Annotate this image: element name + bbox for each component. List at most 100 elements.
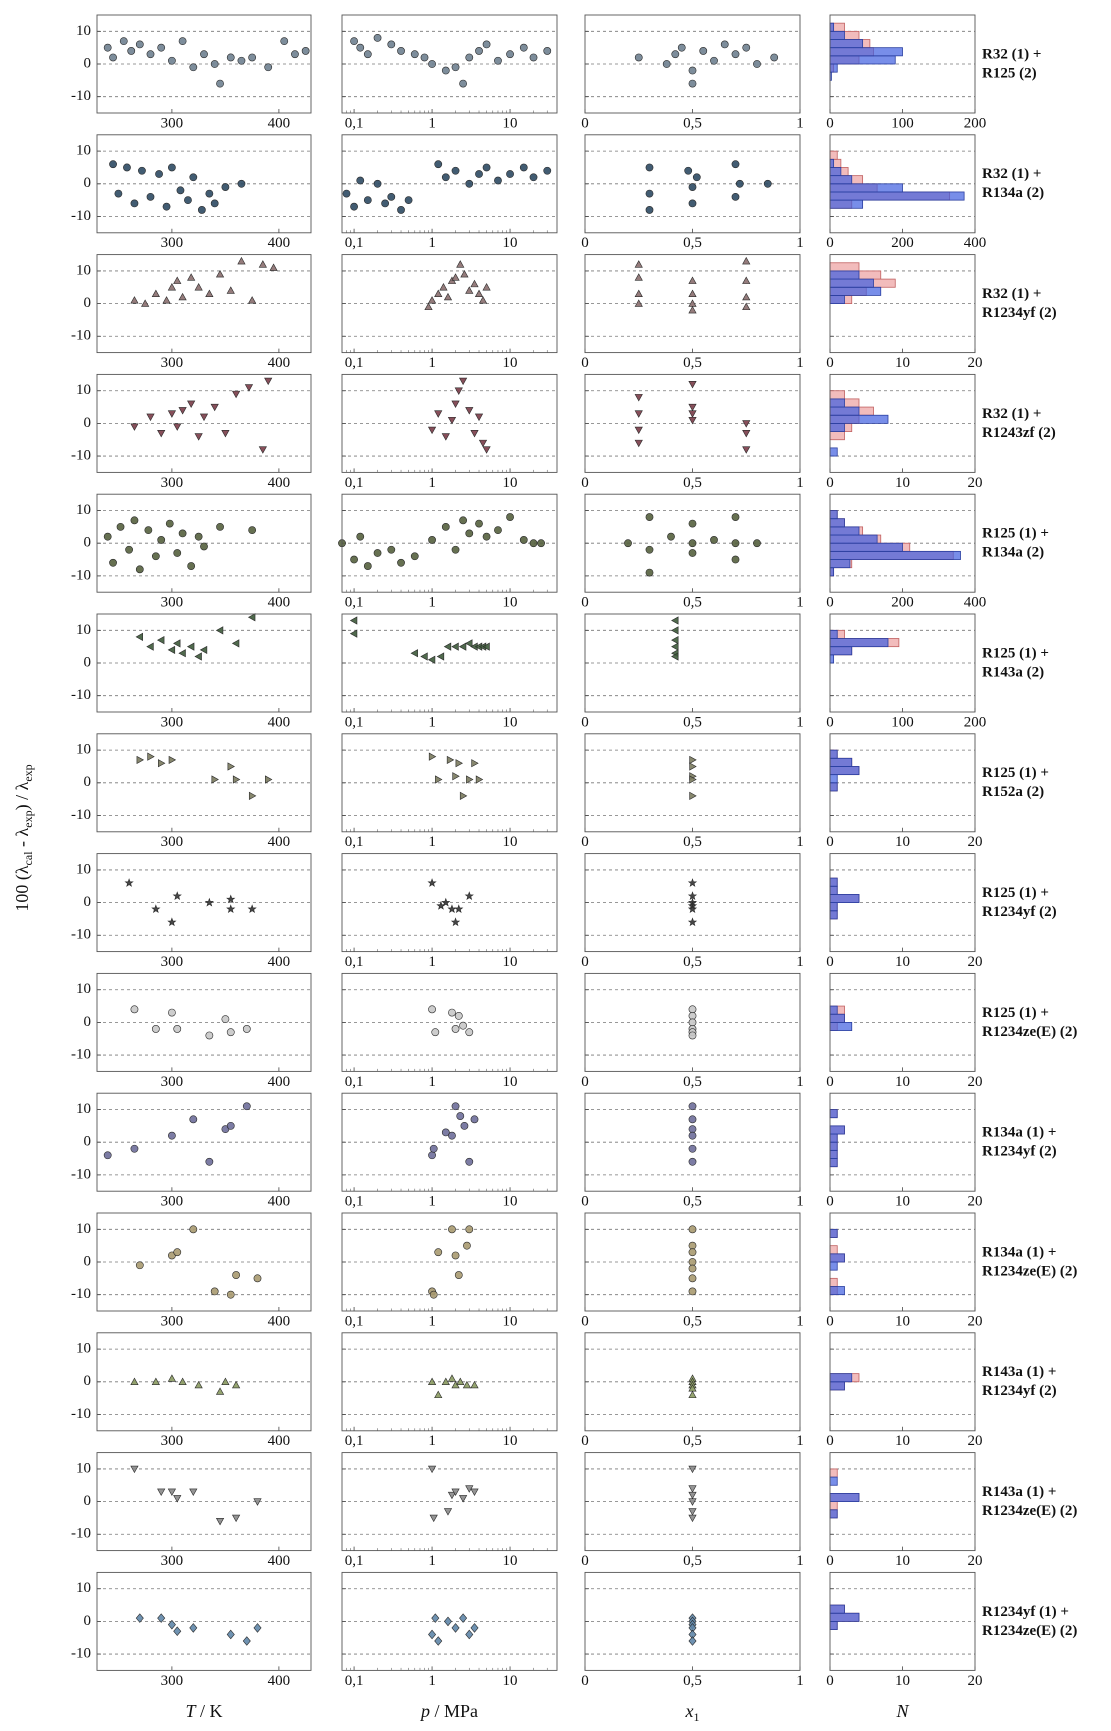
data-point xyxy=(135,40,144,49)
x-tick-label: 400 xyxy=(268,1194,291,1210)
data-point xyxy=(258,260,267,268)
x-tick-label: 1 xyxy=(428,714,436,730)
x-tick-label: 400 xyxy=(268,595,291,611)
y-tick-label: 0 xyxy=(84,1014,92,1030)
panel: 0,1 1 10 xyxy=(341,373,558,491)
data-point xyxy=(688,549,697,557)
hist-bar xyxy=(829,550,961,560)
panel-frame xyxy=(96,1571,312,1671)
data-point xyxy=(205,1157,214,1166)
row-label: R1234yf (2) xyxy=(982,904,1057,920)
hist-bar xyxy=(829,295,845,304)
data-point xyxy=(451,545,460,554)
x-axis-label-part: N xyxy=(895,1701,909,1721)
x-tick-label: 400 xyxy=(268,355,291,371)
data-point xyxy=(688,66,697,75)
data-point xyxy=(147,752,155,761)
data-point xyxy=(264,377,273,386)
data-point xyxy=(387,40,396,49)
x-tick-label: 20 xyxy=(968,1313,983,1329)
hist-bar xyxy=(829,1228,838,1238)
data-point xyxy=(465,639,473,648)
data-point xyxy=(441,433,450,441)
x-tick-label: 1 xyxy=(428,595,436,611)
x-tick-label: 10 xyxy=(895,1433,910,1449)
data-point xyxy=(731,192,740,201)
panel: 0 100 200 R32 (1) + R125 (2) xyxy=(826,14,1041,131)
x-tick-label: 10 xyxy=(503,1313,518,1329)
x-tick-label: 0,1 xyxy=(345,834,364,850)
panel: 0 0,5 1 xyxy=(581,853,804,970)
data-point xyxy=(173,423,182,431)
data-point xyxy=(451,642,459,651)
panel: 0 10 20 R134a (1) + R1234ze(E) (2) xyxy=(826,1212,1077,1329)
data-point xyxy=(168,755,177,765)
data-point xyxy=(688,1465,697,1474)
row-label: R1234yf (1) + xyxy=(982,1604,1069,1620)
panel-frame xyxy=(96,1212,312,1312)
data-point xyxy=(167,1488,177,1497)
panel: 0,1 1 10 xyxy=(341,134,558,251)
x-tick-label: 0 xyxy=(581,1074,589,1090)
data-point xyxy=(103,1151,112,1160)
data-point xyxy=(454,1271,463,1279)
data-point xyxy=(291,50,299,59)
data-point xyxy=(427,1377,437,1385)
hist-bar xyxy=(829,1493,860,1503)
x-tick-label: 0,5 xyxy=(683,595,702,611)
data-point xyxy=(443,1616,452,1627)
x-tick-label: 0 xyxy=(826,595,834,611)
panel-frame xyxy=(829,493,976,593)
panel-frame xyxy=(341,1332,558,1432)
data-point xyxy=(475,519,483,528)
panel-frame xyxy=(96,493,312,593)
panel: -10 0 10 300 400 xyxy=(71,254,312,371)
panel: 0,1 1 10 xyxy=(341,14,558,131)
data-point xyxy=(387,192,396,201)
hist-bar xyxy=(829,1501,838,1511)
panel-frame xyxy=(341,853,558,953)
x-tick-label: 200 xyxy=(891,235,914,251)
y-tick-label: 0 xyxy=(84,654,92,670)
data-point xyxy=(671,652,679,661)
data-point xyxy=(428,1151,436,1160)
x-tick-label: 0 xyxy=(581,1194,589,1210)
x-tick-label: 1 xyxy=(428,475,436,491)
y-axis-label-part: 100 (λ xyxy=(12,865,33,911)
data-point xyxy=(135,1261,144,1270)
data-point xyxy=(215,1387,225,1395)
x-tick-label: 0 xyxy=(826,1313,834,1329)
data-point xyxy=(242,1636,251,1646)
panel-frame xyxy=(584,733,801,833)
data-point xyxy=(465,1028,474,1037)
data-point xyxy=(363,562,372,570)
data-point xyxy=(210,199,219,208)
x-tick-label: 0 xyxy=(826,1433,834,1449)
data-point xyxy=(464,891,474,900)
data-point xyxy=(258,446,267,454)
panel: 0 10 20 R125 (1) + R1234yf (2) xyxy=(826,853,1057,970)
panel-frame xyxy=(341,134,558,234)
panel: 0,1 1 10 xyxy=(338,493,558,611)
data-point xyxy=(634,410,643,418)
data-point xyxy=(103,532,112,541)
data-point xyxy=(226,286,235,294)
data-point xyxy=(151,1025,160,1033)
hist-bar xyxy=(829,902,838,912)
row-label: R134a (1) + xyxy=(982,1125,1056,1141)
data-point xyxy=(470,1115,479,1124)
y-tick-label: 10 xyxy=(76,143,91,159)
x-tick-label: 10 xyxy=(895,954,910,970)
x-tick-label: 200 xyxy=(964,714,987,730)
x-tick-label: 10 xyxy=(895,834,910,850)
data-point xyxy=(460,1121,469,1130)
data-point xyxy=(688,1225,697,1234)
panel: 0 0,5 1 xyxy=(581,733,804,850)
data-point xyxy=(475,775,484,784)
data-point xyxy=(470,430,479,438)
row-label: R1234ze(E) (2) xyxy=(982,1263,1077,1279)
panel-frame xyxy=(341,1212,558,1312)
panel-frame xyxy=(96,1332,312,1432)
data-point xyxy=(158,759,166,768)
data-point xyxy=(221,430,230,438)
